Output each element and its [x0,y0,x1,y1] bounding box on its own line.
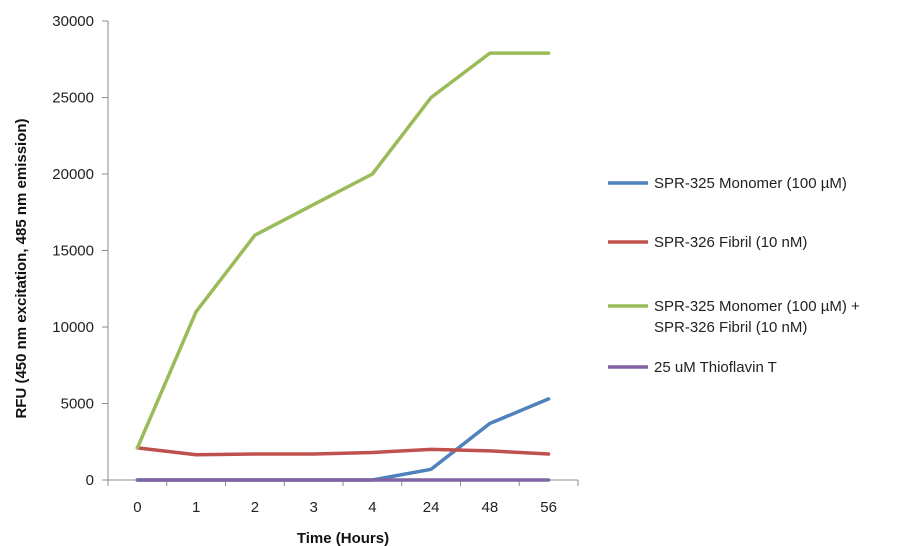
legend-item: SPR-325 Monomer (100 µM) [608,175,847,192]
series-line-2 [135,51,551,450]
x-tick-label: 4 [368,499,376,516]
y-axis-title: RFU (450 nm excitation, 485 nm emission) [13,118,30,418]
legend-item: SPR-325 Monomer (100 µM) + SPR-326 Fibril… [608,298,860,336]
x-tick-label: 1 [192,499,200,516]
legend-label: SPR-325 Monomer (100 µM) + SPR-326 Fibril… [654,298,860,336]
x-tick-label: 0 [133,499,141,516]
x-axis-title: Time (Hours) [297,530,389,546]
x-tick-label: 2 [251,499,259,516]
legend-label-line: SPR-325 Monomer (100 µM) + [654,298,860,315]
series-line-0 [135,397,551,482]
x-tick-label: 56 [540,499,557,516]
x-tick-label: 24 [423,499,440,516]
legend-label: SPR-325 Monomer (100 µM) [654,175,847,192]
legend-item: 25 uM Thioflavin T [608,359,777,376]
y-tick-label: 0 [86,472,94,489]
legend-label-line: SPR-325 Monomer (100 µM) [654,175,847,192]
series-lines [135,51,551,482]
plot-area: 0 5000 10000 15000 20000 25000 30000 0 1 2 3 4 24 48… [52,13,579,516]
y-tick-label: 15000 [52,243,94,260]
y-tick-label: 25000 [52,90,94,107]
y-ticks: 0 5000 10000 15000 20000 25000 30000 [52,13,108,489]
legend-label: SPR-326 Fibril (10 nM) [654,234,807,251]
legend-label-line: SPR-326 Fibril (10 nM) [654,319,807,336]
y-tick-label: 10000 [52,319,94,336]
y-tick-label: 20000 [52,166,94,183]
y-tick-label: 30000 [52,13,94,30]
legend-item: SPR-326 Fibril (10 nM) [608,234,807,251]
legend: SPR-325 Monomer (100 µM) SPR-326 Fibril (… [608,175,860,376]
legend-label-line: SPR-326 Fibril (10 nM) [654,234,807,251]
y-tick-label: 5000 [61,396,94,413]
legend-label: 25 uM Thioflavin T [654,359,777,376]
legend-label-line: 25 uM Thioflavin T [654,359,777,376]
series-line-1 [135,446,551,457]
x-ticks: 0 1 2 3 4 24 48 56 [107,480,579,516]
x-tick-label: 3 [309,499,317,516]
x-tick-label: 48 [482,499,499,516]
